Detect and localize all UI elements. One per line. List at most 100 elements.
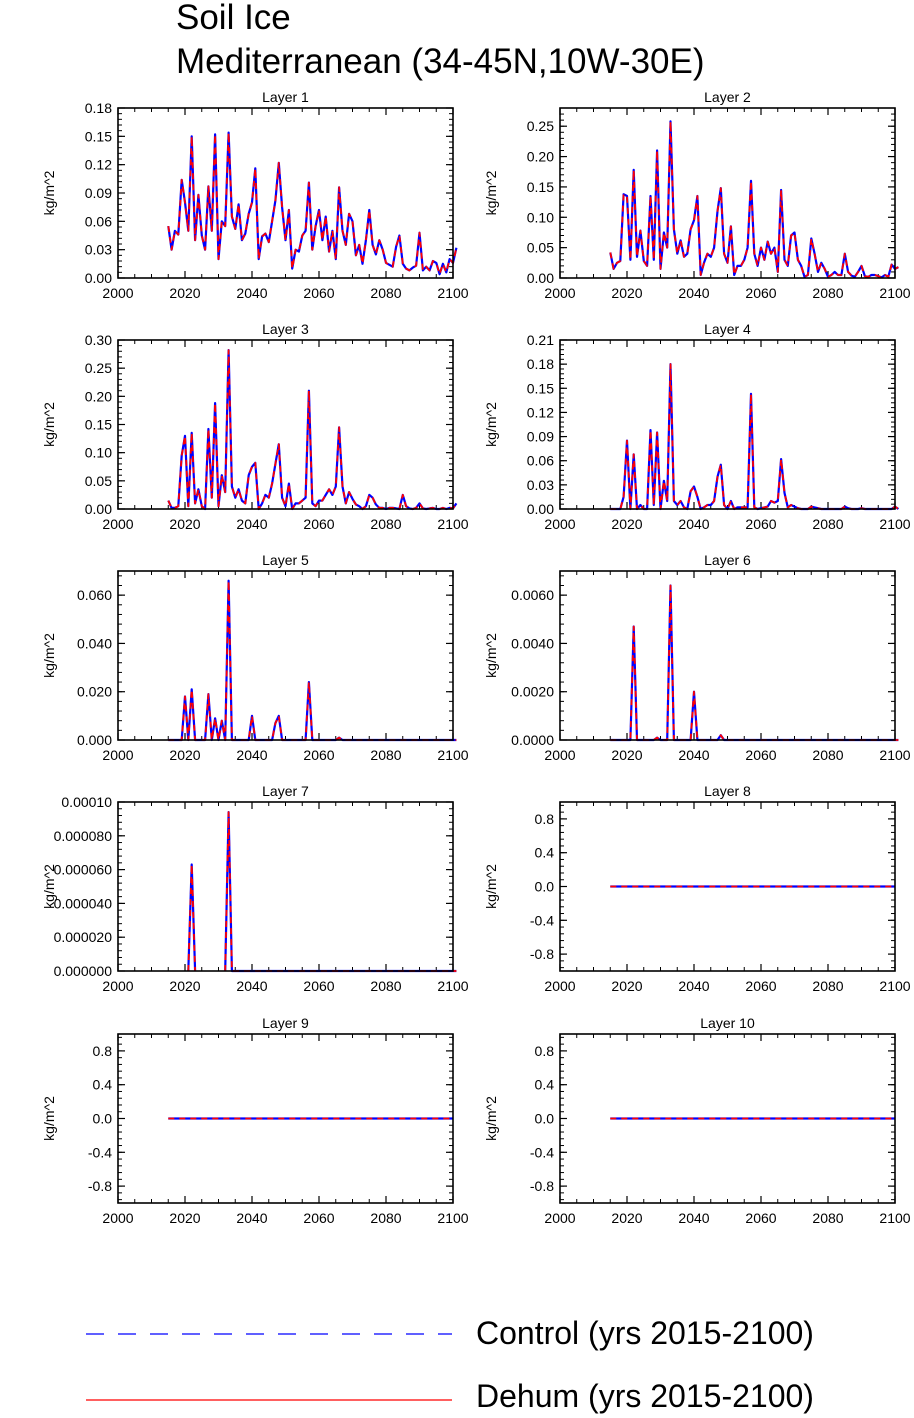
- y-tick-label: 0.0: [535, 879, 555, 895]
- x-tick-label: 2020: [169, 285, 200, 301]
- x-tick-label: 2040: [678, 516, 709, 532]
- y-tick-label: 0.25: [85, 360, 112, 376]
- x-tick-label: 2080: [812, 747, 843, 763]
- x-tick-label: 2060: [745, 285, 776, 301]
- x-tick-label: 2100: [437, 747, 468, 763]
- y-tick-label: 0.06: [85, 213, 112, 229]
- x-tick-label: 2060: [303, 747, 334, 763]
- legend-label-control: Control (yrs 2015-2100): [476, 1315, 814, 1351]
- x-tick-label: 2100: [879, 747, 910, 763]
- x-tick-label: 2100: [437, 285, 468, 301]
- x-tick-label: 2040: [236, 747, 267, 763]
- x-tick-label: 2060: [303, 285, 334, 301]
- y-tick-label: 0.25: [527, 118, 554, 134]
- x-tick-label: 2040: [236, 285, 267, 301]
- y-tick-label: 0.4: [93, 1077, 113, 1093]
- series-dehum-line: [610, 584, 899, 741]
- y-tick-label: -0.8: [88, 1178, 112, 1194]
- y-tick-label: 0.09: [85, 185, 112, 201]
- plot-frame: [559, 801, 896, 972]
- panel-title: Layer 3: [262, 321, 309, 337]
- y-tick-label: 0.000040: [54, 895, 113, 911]
- series-control-line: [167, 131, 458, 276]
- x-tick-label: 2060: [745, 978, 776, 994]
- y-tick-label: 0.00: [85, 501, 112, 517]
- y-tick-label: 0.0: [93, 1111, 113, 1127]
- panel-title: Layer 6: [704, 552, 751, 568]
- y-tick-label: 0.4: [535, 1077, 555, 1093]
- y-tick-label: 0.18: [85, 100, 112, 116]
- panel-layer-10: Layer 10 kg/m^2 2000 2020 2040 2060 2080 2100 -0…: [483, 1015, 911, 1226]
- x-tick-label: 2000: [544, 285, 575, 301]
- y-tick-label: 0.03: [527, 477, 554, 493]
- y-tick-label: 0.000020: [54, 929, 113, 945]
- y-tick-label: 0.20: [527, 149, 554, 165]
- x-tick-label: 2040: [678, 1210, 709, 1226]
- y-tick-label: 0.06: [527, 453, 554, 469]
- series-control-line: [167, 349, 458, 511]
- y-tick-label: 0.05: [527, 240, 554, 256]
- x-tick-label: 2060: [303, 516, 334, 532]
- y-tick-label: 0.060: [77, 587, 112, 603]
- legend-label-dehum: Dehum (yrs 2015-2100): [476, 1378, 814, 1414]
- y-tick-label: 0.0020: [511, 684, 554, 700]
- x-tick-label: 2040: [236, 516, 267, 532]
- x-tick-label: 2080: [370, 978, 401, 994]
- x-tick-label: 2020: [611, 516, 642, 532]
- y-tick-label: 0.05: [85, 473, 112, 489]
- x-tick-label: 2060: [745, 1210, 776, 1226]
- plot-frame: [559, 339, 896, 510]
- x-tick-label: 2000: [544, 516, 575, 532]
- x-tick-label: 2100: [879, 516, 910, 532]
- y-tick-label: 0.09: [527, 429, 554, 445]
- y-tick-label: -0.8: [530, 946, 554, 962]
- x-tick-label: 2040: [678, 747, 709, 763]
- y-axis-label: kg/m^2: [483, 402, 499, 447]
- y-tick-label: 0.20: [85, 388, 112, 404]
- series-control-line: [224, 810, 457, 973]
- y-tick-label: 0.00: [527, 270, 554, 286]
- series-dehum-line: [167, 131, 458, 276]
- x-tick-label: 2020: [169, 747, 200, 763]
- x-tick-label: 2100: [437, 516, 468, 532]
- panel-layer-5: Layer 5 kg/m^2 2000 2020 2040 2060 2080 2100 0.0…: [41, 552, 469, 763]
- plot-frame: [117, 339, 454, 510]
- panel-title: Layer 2: [704, 89, 751, 105]
- plot-frame: [117, 801, 454, 972]
- y-axis-label: kg/m^2: [41, 1096, 57, 1141]
- x-tick-label: 2060: [303, 978, 334, 994]
- panel-layer-4: Layer 4 kg/m^2 2000 2020 2040 2060 2080 2100 0.0…: [483, 321, 911, 532]
- panel-layer-7: Layer 7 kg/m^2 2000 2020 2040 2060 2080 2100 0.0…: [41, 783, 469, 994]
- y-axis-label: kg/m^2: [41, 170, 57, 215]
- panel-title: Layer 5: [262, 552, 309, 568]
- series-dehum-line: [187, 863, 196, 972]
- chart-title: Soil Ice: [176, 0, 291, 37]
- y-tick-label: -0.4: [88, 1144, 112, 1160]
- x-tick-label: 2100: [879, 285, 910, 301]
- x-tick-label: 2000: [102, 285, 133, 301]
- panel-title: Layer 9: [262, 1015, 309, 1031]
- x-tick-label: 2000: [544, 1210, 575, 1226]
- plot-frame: [117, 1033, 454, 1204]
- x-tick-label: 2100: [879, 1210, 910, 1226]
- x-tick-label: 2000: [544, 747, 575, 763]
- panel-layer-8: Layer 8 kg/m^2 2000 2020 2040 2060 2080 2100 -0.…: [483, 783, 911, 994]
- y-tick-label: 0.12: [85, 157, 112, 173]
- series-dehum-line: [168, 579, 457, 741]
- panel-layer-6: Layer 6 kg/m^2 2000 2020 2040 2060 2080 2100 0.0…: [483, 552, 911, 763]
- y-tick-label: 0.000080: [54, 828, 113, 844]
- y-axis-label: kg/m^2: [41, 633, 57, 678]
- y-tick-label: 0.8: [535, 811, 555, 827]
- y-tick-label: -0.4: [530, 912, 554, 928]
- y-tick-label: 0.15: [85, 128, 112, 144]
- y-tick-label: 0.00: [527, 501, 554, 517]
- y-tick-label: 0.8: [93, 1043, 113, 1059]
- x-tick-label: 2080: [812, 978, 843, 994]
- panel-layer-1: Layer 1 kg/m^2 2000 2020 2040 2060 2080 2100 0.0…: [41, 89, 469, 301]
- y-tick-label: -0.4: [530, 1144, 554, 1160]
- x-tick-label: 2080: [370, 516, 401, 532]
- series-dehum-line: [167, 349, 458, 510]
- panel-title: Layer 8: [704, 783, 751, 799]
- plot-frame: [117, 570, 454, 741]
- plot-frame: [117, 107, 454, 279]
